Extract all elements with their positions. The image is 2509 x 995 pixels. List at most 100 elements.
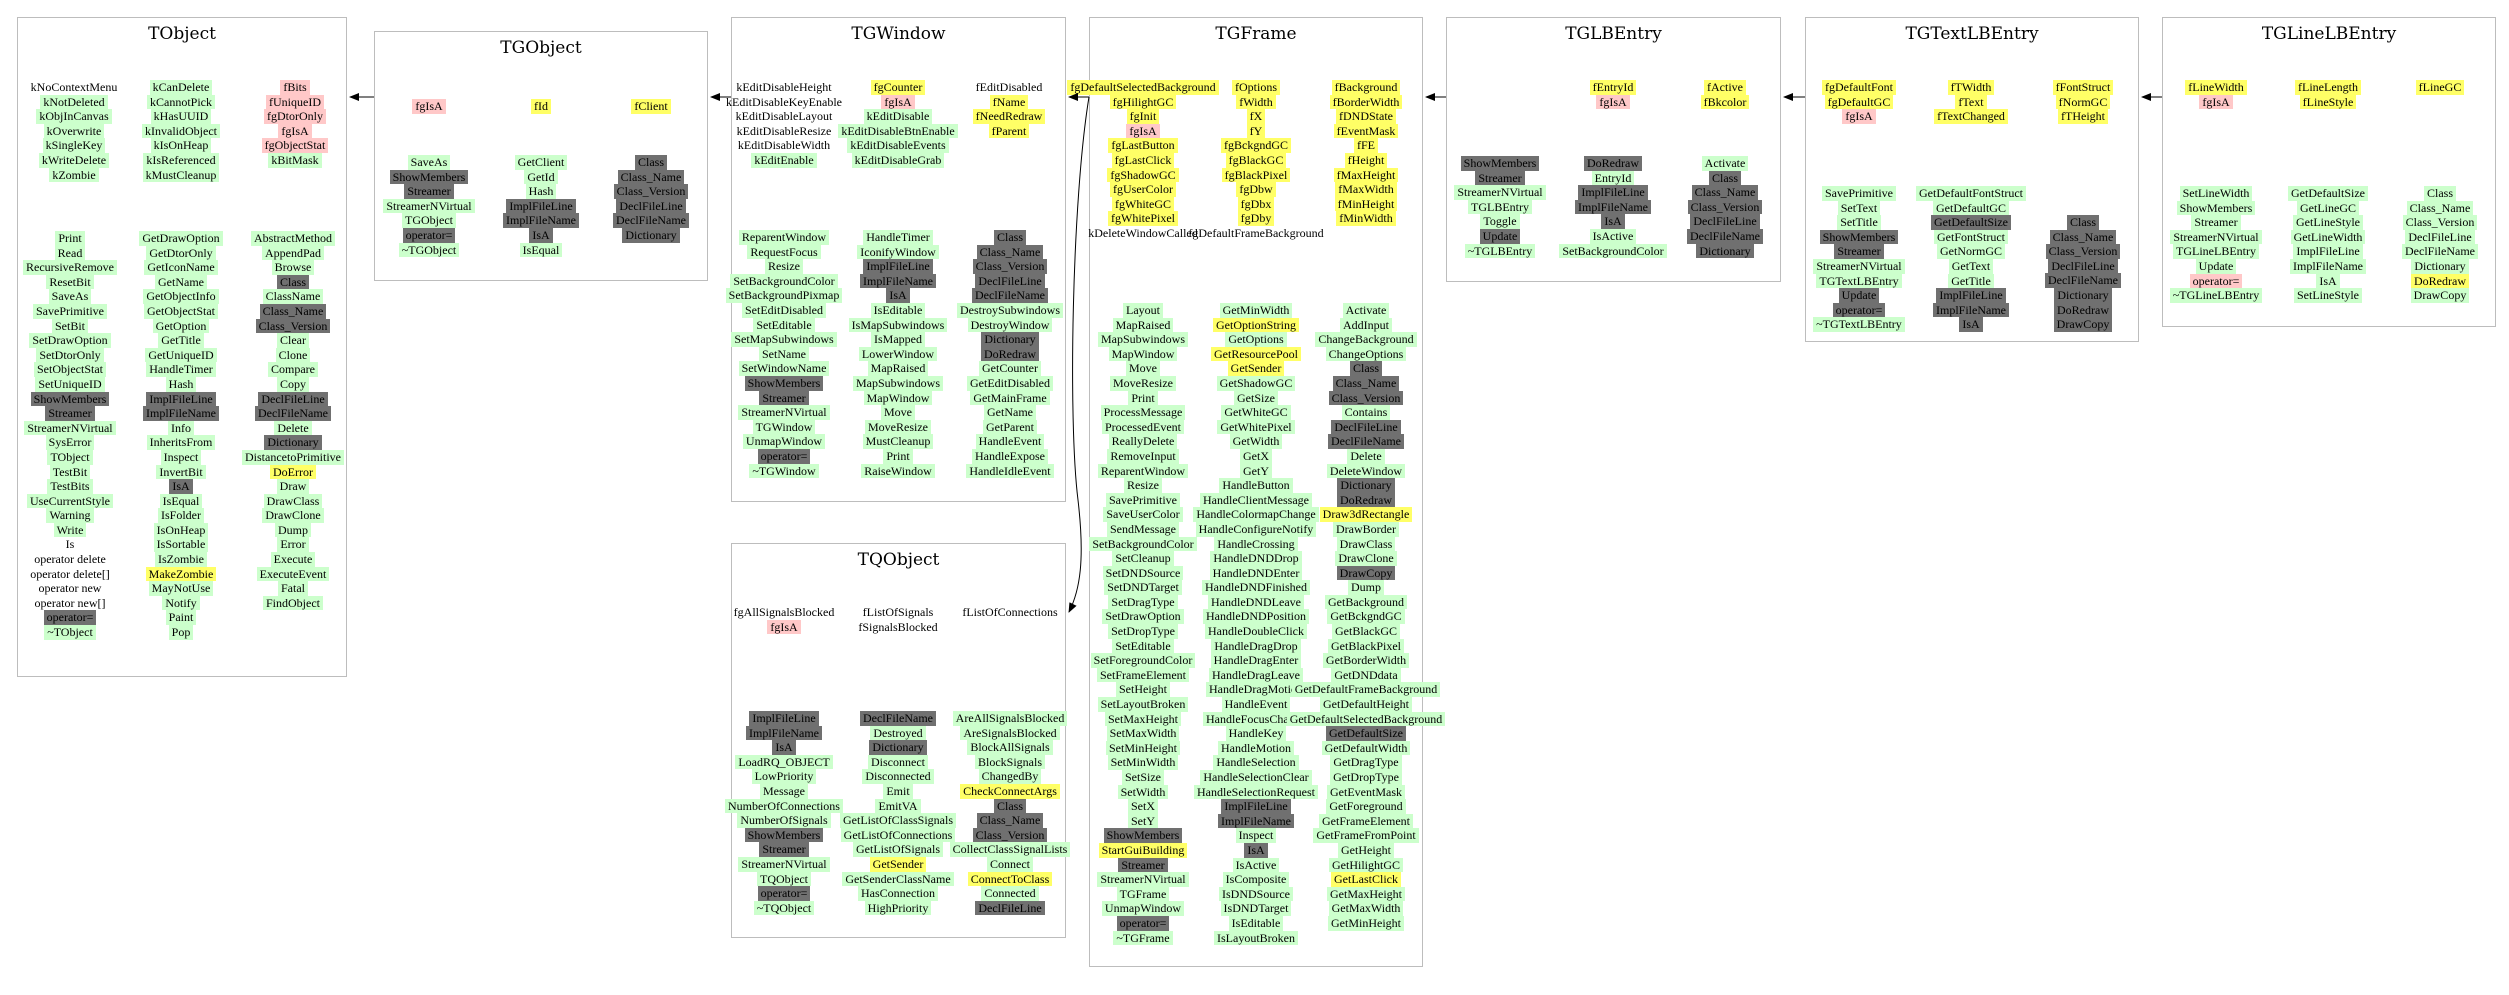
member-item[interactable]: Print (883, 448, 913, 464)
member-item[interactable]: GetBlackPixel (1328, 638, 1404, 654)
member-item[interactable]: GetDefaultFontStruct (1916, 186, 2026, 201)
member-item[interactable]: TObject (47, 449, 93, 465)
member-item[interactable]: RequestFocus (747, 244, 821, 260)
member-item[interactable]: kOverwrite (43, 123, 105, 139)
member-item[interactable]: fgShadowGC (1107, 167, 1179, 183)
member-item[interactable]: Class (993, 798, 1026, 814)
member-item[interactable]: kSingleKey (42, 138, 106, 153)
member-item[interactable]: HandleDoubleClick (1205, 624, 1307, 639)
member-item[interactable]: GetWhiteGC (1221, 405, 1291, 420)
member-item[interactable]: GetListOfSignals (853, 842, 943, 857)
member-item[interactable]: SetMaxWidth (1106, 726, 1180, 741)
member-item[interactable]: GetMainFrame (970, 390, 1050, 406)
member-item[interactable]: DeclFileLine (2048, 258, 2118, 274)
member-item[interactable]: kWriteDelete (38, 152, 110, 168)
member-item[interactable]: ImplFileLine (1936, 288, 2006, 303)
member-item[interactable]: DistancetoPrimitive (242, 449, 344, 465)
member-item[interactable]: UnmapWindow (742, 434, 826, 449)
member-item[interactable]: kCannotPick (147, 94, 215, 110)
member-item[interactable]: Execute (270, 552, 316, 567)
member-item[interactable]: ShowMembers (744, 375, 824, 391)
member-item[interactable]: ImplFileName (143, 406, 219, 421)
member-item[interactable]: SetBackgroundColor (1089, 536, 1197, 552)
member-item[interactable]: HandleCrossing (1214, 536, 1298, 552)
member-item[interactable]: Update (1838, 288, 1880, 303)
member-item[interactable]: Class (276, 274, 309, 290)
member-item[interactable]: MoveResize (1110, 375, 1176, 391)
member-item[interactable]: ImplFileLine (749, 711, 819, 726)
member-item[interactable]: GetResourcePool (1211, 346, 1301, 362)
member-item[interactable]: fSignalsBlocked (858, 619, 938, 634)
member-item[interactable]: operator new (38, 581, 102, 596)
member-item[interactable]: Write (53, 522, 87, 538)
member-item[interactable]: StreamerNVirtual (1813, 258, 1905, 274)
member-item[interactable]: SetDrawOption (29, 333, 111, 348)
member-item[interactable]: Class_Version (613, 184, 689, 199)
member-item[interactable]: fMinWidth (1336, 211, 1396, 226)
member-item[interactable]: fDNDState (1336, 109, 1396, 124)
member-item[interactable]: Delete (274, 420, 312, 436)
member-item[interactable]: GetListOfConnections (840, 827, 956, 843)
member-item[interactable]: GetBorderWidth (1322, 653, 1410, 668)
member-item[interactable]: GetEventMask (1327, 784, 1405, 800)
member-item[interactable]: LoadRQ_OBJECT (735, 754, 833, 770)
member-item[interactable]: fParent (988, 123, 1030, 139)
member-item[interactable]: NumberOfSignals (737, 813, 831, 828)
member-item[interactable]: HandleFocusChange (1203, 711, 1309, 727)
member-item[interactable]: ProcessMessage (1100, 405, 1186, 420)
member-item[interactable]: SetDtorOnly (36, 347, 104, 363)
member-item[interactable]: fgUserColor (1110, 182, 1176, 197)
member-item[interactable]: StreamerNVirtual (738, 405, 830, 420)
member-item[interactable]: Streamer (1118, 857, 1168, 873)
member-item[interactable]: GetOptions (1225, 332, 1287, 347)
member-item[interactable]: fLineGC (2415, 80, 2465, 95)
member-item[interactable]: DrawClone (1335, 551, 1397, 566)
member-item[interactable]: SetDNDTarget (1104, 580, 1182, 595)
member-item[interactable]: Fatal (278, 581, 308, 596)
member-item[interactable]: fgInit (1126, 109, 1160, 124)
member-item[interactable]: Emit (883, 783, 913, 799)
member-item[interactable]: MapWindow (863, 390, 933, 406)
member-item[interactable]: HandleIdleEvent (966, 463, 1054, 479)
member-item[interactable]: IsDNDSource (1219, 886, 1293, 902)
member-item[interactable]: MapRaised (867, 361, 929, 376)
member-item[interactable]: fX (1246, 109, 1266, 124)
member-item[interactable]: SetTitle (1837, 215, 1881, 230)
member-item[interactable]: SavePrimitive (33, 303, 107, 319)
member-item[interactable]: DrawClass (263, 493, 323, 509)
member-item[interactable]: Class (993, 230, 1026, 245)
member-item[interactable]: SaveUserColor (1103, 507, 1183, 522)
member-item[interactable]: HandleKey (1225, 726, 1287, 741)
member-item[interactable]: SetLineStyle (2294, 288, 2362, 303)
member-item[interactable]: operator= (1116, 915, 1170, 931)
member-item[interactable]: operator= (757, 886, 811, 901)
member-item[interactable]: DestroySubwindows (956, 302, 1063, 318)
member-item[interactable]: IsA (1244, 842, 1268, 858)
member-item[interactable]: SetEditDisabled (742, 302, 826, 318)
member-item[interactable]: AreSignalsBlocked (960, 725, 1060, 741)
member-item[interactable]: IsActive (1232, 857, 1280, 873)
member-item[interactable]: MapRaised (1112, 317, 1174, 333)
member-item[interactable]: Inspect (1235, 828, 1277, 843)
member-item[interactable]: DeclFileLine (975, 273, 1045, 289)
member-item[interactable]: ClassName (262, 289, 324, 304)
member-item[interactable]: ImplFileName (503, 213, 579, 228)
member-item[interactable]: SetEditable (753, 317, 815, 333)
member-item[interactable]: ImplFileLine (146, 391, 216, 407)
member-item[interactable]: Streamer (45, 406, 95, 421)
member-item[interactable]: fLineStyle (2299, 94, 2357, 110)
member-item[interactable]: HandleDragDrop (1211, 638, 1301, 654)
member-item[interactable]: IsA (169, 479, 193, 494)
member-item[interactable]: fNeedRedraw (972, 109, 1046, 124)
member-item[interactable]: GetDefaultHeight (1320, 697, 1412, 712)
member-item[interactable]: SetDNDSource (1102, 565, 1184, 581)
member-item[interactable]: fgDefaultFrameBackground (1188, 225, 1324, 240)
member-item[interactable]: ImplFileName (1933, 302, 2009, 318)
member-item[interactable]: fEventMask (1333, 123, 1399, 139)
member-item[interactable]: ImplFileLine (863, 259, 933, 274)
member-item[interactable]: GetLastClick (1331, 872, 1401, 887)
member-item[interactable]: GetListOfClassSignals (840, 813, 956, 828)
member-item[interactable]: Clone (275, 347, 311, 363)
member-item[interactable]: kIsOnHeap (150, 138, 212, 153)
member-item[interactable]: AreAllSignalsBlocked (952, 711, 1068, 726)
